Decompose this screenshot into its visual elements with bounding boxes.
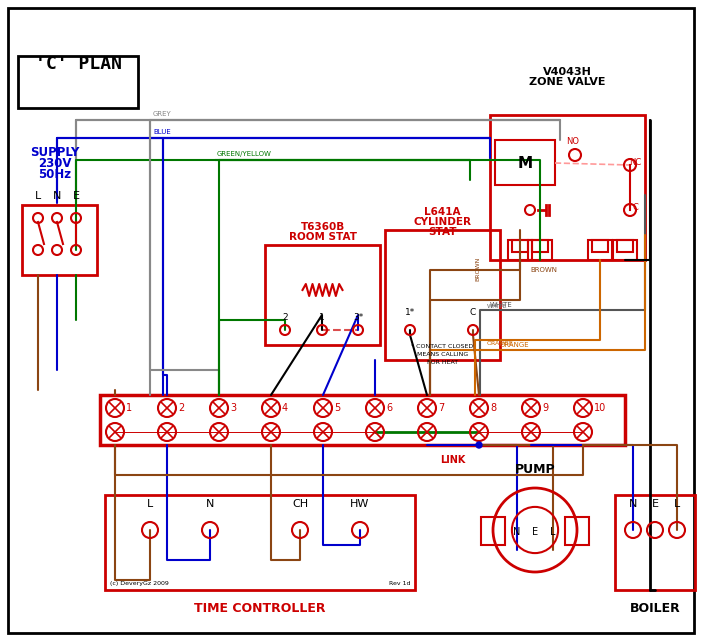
Text: N: N: [513, 527, 521, 537]
Text: NC: NC: [629, 158, 641, 167]
Text: ROOM STAT: ROOM STAT: [289, 232, 357, 242]
Text: 230V: 230V: [38, 156, 72, 169]
Text: MEANS CALLING: MEANS CALLING: [417, 352, 468, 357]
Text: 1*: 1*: [405, 308, 415, 317]
Text: N: N: [206, 499, 214, 509]
Text: E: E: [532, 527, 538, 537]
Text: 7: 7: [438, 403, 444, 413]
Text: CYLINDER: CYLINDER: [413, 217, 472, 227]
Circle shape: [476, 442, 482, 448]
Text: N: N: [629, 499, 637, 509]
Text: 50Hz: 50Hz: [39, 167, 72, 181]
Text: WHITE: WHITE: [487, 304, 508, 309]
Text: C: C: [632, 203, 638, 212]
Text: BLUE: BLUE: [153, 129, 171, 135]
Text: M: M: [517, 156, 533, 171]
Text: 4: 4: [282, 403, 288, 413]
Text: 1: 1: [126, 403, 132, 413]
Text: 9: 9: [542, 403, 548, 413]
Text: (c) DeveryGz 2009: (c) DeveryGz 2009: [110, 581, 169, 586]
Text: GREY: GREY: [153, 111, 172, 117]
Text: LINK: LINK: [440, 455, 465, 465]
Text: TIME CONTROLLER: TIME CONTROLLER: [194, 602, 326, 615]
FancyBboxPatch shape: [481, 517, 505, 545]
Text: SUPPLY: SUPPLY: [30, 146, 80, 158]
Text: GREEN/YELLOW: GREEN/YELLOW: [217, 151, 272, 157]
Text: 10: 10: [594, 403, 607, 413]
Text: L: L: [550, 527, 556, 537]
Text: L: L: [35, 191, 41, 201]
Text: V4043H: V4043H: [543, 67, 592, 77]
Text: BROWN: BROWN: [530, 267, 557, 273]
Text: 'C' PLAN: 'C' PLAN: [34, 55, 121, 73]
Text: 8: 8: [490, 403, 496, 413]
Text: E: E: [651, 499, 658, 509]
Text: E: E: [72, 191, 79, 201]
Text: ORANGE: ORANGE: [487, 341, 514, 346]
Text: HW: HW: [350, 499, 370, 509]
Text: 2: 2: [282, 313, 288, 322]
Text: 1: 1: [319, 313, 325, 322]
Text: CH: CH: [292, 499, 308, 509]
Text: 2: 2: [178, 403, 184, 413]
Text: BOILER: BOILER: [630, 602, 680, 615]
Text: ORANGE: ORANGE: [500, 342, 529, 348]
Text: ZONE VALVE: ZONE VALVE: [529, 77, 606, 87]
Text: L: L: [674, 499, 680, 509]
Text: PUMP: PUMP: [515, 463, 555, 476]
Text: * CONTACT CLOSED: * CONTACT CLOSED: [411, 344, 474, 349]
Text: 6: 6: [386, 403, 392, 413]
Text: 3: 3: [230, 403, 236, 413]
Text: NO: NO: [567, 137, 579, 146]
Text: T6360B: T6360B: [300, 222, 345, 232]
Text: L641A: L641A: [424, 207, 461, 217]
Text: STAT: STAT: [428, 227, 457, 237]
Text: N: N: [53, 191, 61, 201]
Text: 5: 5: [334, 403, 340, 413]
Text: Rev 1d: Rev 1d: [388, 581, 410, 586]
Text: 3*: 3*: [353, 313, 363, 322]
Text: L: L: [147, 499, 153, 509]
Text: FOR HEAT: FOR HEAT: [427, 360, 458, 365]
Text: WHITE: WHITE: [490, 302, 512, 308]
FancyBboxPatch shape: [565, 517, 589, 545]
Text: C: C: [470, 308, 476, 317]
Text: BROWN: BROWN: [475, 256, 480, 281]
